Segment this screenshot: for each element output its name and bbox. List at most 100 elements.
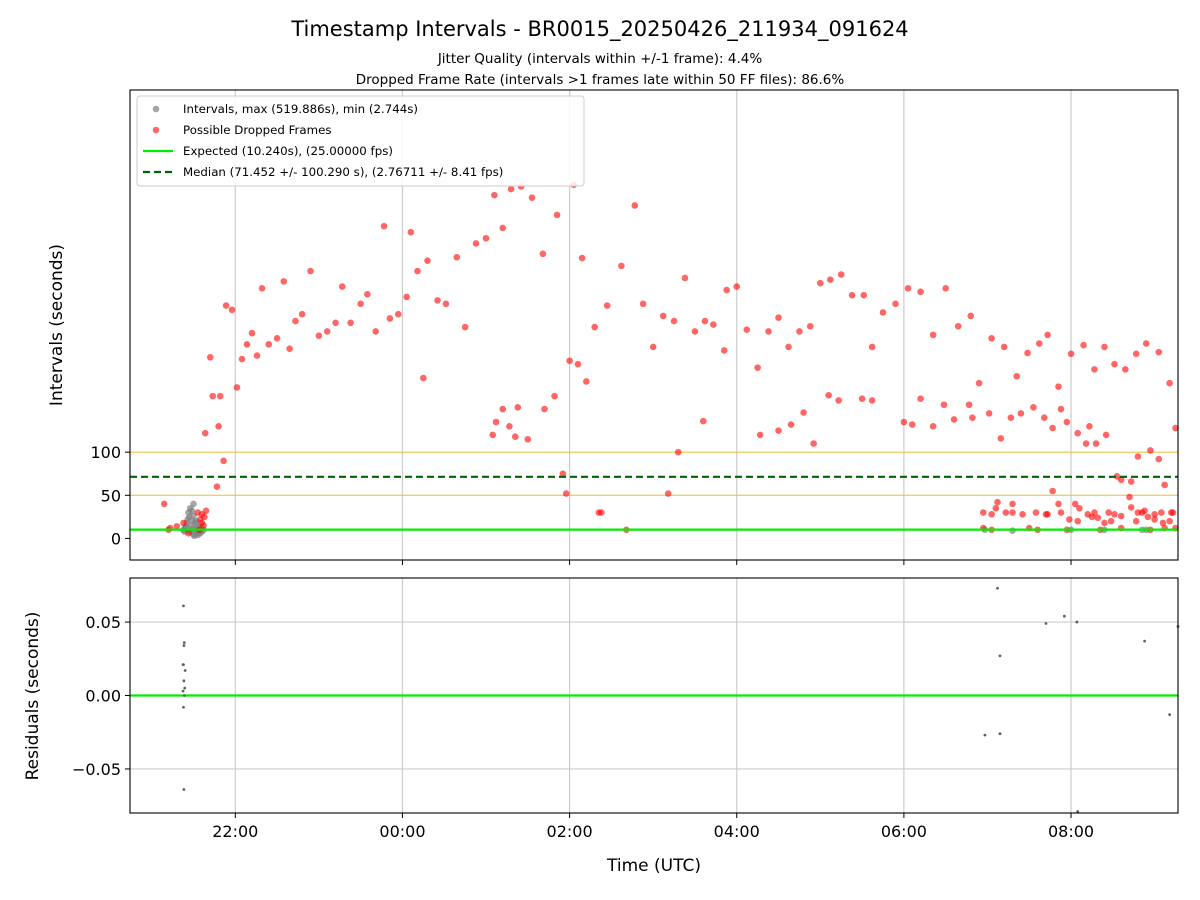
dropped-frame-point-227 <box>1151 516 1158 523</box>
dropped-frame-point-161 <box>1030 404 1037 411</box>
dropped-frame-point-123 <box>499 405 507 413</box>
dropped-frame-point-70 <box>681 274 689 282</box>
dropped-frame-point-67 <box>649 343 657 351</box>
dropped-frame-point-114 <box>1166 379 1173 387</box>
dropped-frame-point-194 <box>1071 500 1079 508</box>
dropped-frame-point-121 <box>489 431 497 439</box>
interval-point-22 <box>186 504 194 512</box>
dropped-frame-point-40 <box>394 310 402 318</box>
dropped-frame-point-107 <box>1091 366 1098 373</box>
dropped-frame-point-168 <box>1086 423 1093 430</box>
chart-subtitle-jitter: Jitter Quality (intervals within +/-1 fr… <box>437 51 763 67</box>
dropped-frame-point-152 <box>917 395 924 403</box>
dropped-frame-point-32 <box>332 319 339 327</box>
dropped-frame-point-214 <box>1044 510 1051 518</box>
dropped-frame-point-102 <box>1035 340 1043 347</box>
dropped-frame-point-53 <box>499 224 507 232</box>
dropped-frame-point-212 <box>1009 509 1016 516</box>
dropped-frame-point-58 <box>553 211 561 219</box>
residual-point-18 <box>1075 620 1079 624</box>
dropped-frame-point-54 <box>507 185 515 193</box>
dropped-frame-point-187 <box>1019 510 1026 518</box>
dropped-frame-point-12 <box>215 423 222 430</box>
dropped-frame-point-218 <box>1088 513 1096 521</box>
dropped-frame-point-25 <box>280 278 288 285</box>
dropped-frame-point-72 <box>701 317 709 325</box>
dropped-frame-point-66 <box>639 300 647 308</box>
dropped-frame-point-76 <box>743 326 751 333</box>
residuals-ytick-label-1: 0.00 <box>85 687 121 706</box>
dropped-frame-point-39 <box>386 315 394 322</box>
dropped-frame-point-176 <box>1155 455 1163 463</box>
dropped-frame-point-127 <box>524 435 532 443</box>
dropped-frame-point-69 <box>670 317 678 325</box>
dropped-frame-point-50 <box>472 240 480 247</box>
intervals-ytick-label-100: 100 <box>90 443 121 462</box>
dropped-frame-point-73 <box>710 321 717 328</box>
dropped-frame-point-128 <box>541 405 548 413</box>
dropped-frame-point-45 <box>424 257 431 264</box>
residual-point-12 <box>983 733 987 737</box>
dropped-frame-point-75 <box>733 283 741 290</box>
dropped-frame-point-148 <box>858 395 866 403</box>
legend-marker-intervals <box>152 105 160 113</box>
residual-point-13 <box>998 732 1002 736</box>
residuals-y-axis-label: Residuals (seconds) <box>23 612 43 781</box>
dropped-frame-point-80 <box>785 343 792 351</box>
dropped-frame-point-144 <box>800 409 807 416</box>
dropped-frame-point-158 <box>997 435 1005 442</box>
dropped-frame-point-20 <box>248 329 256 337</box>
dropped-frame-point-26 <box>286 345 293 352</box>
dropped-frame-point-105 <box>1067 350 1075 358</box>
intervals-panel: 0 50 100 Intervals (seconds) Intervals, ma… <box>47 89 1179 565</box>
dropped-frame-point-157 <box>985 410 993 417</box>
dropped-frame-point-131 <box>562 490 570 497</box>
dropped-frame-point-85 <box>837 271 845 278</box>
dropped-frame-point-155 <box>950 416 958 423</box>
dropped-frame-point-215 <box>1055 500 1062 508</box>
dropped-frame-point-180 <box>965 401 973 409</box>
dropped-frame-point-89 <box>879 309 887 316</box>
dropped-frame-point-146 <box>825 391 832 399</box>
dropped-frame-point-141 <box>756 431 764 439</box>
dropped-frame-point-92 <box>917 288 924 296</box>
dropped-frame-point-184 <box>994 498 1001 506</box>
dropped-frame-point-230 <box>1169 509 1177 516</box>
dropped-frame-point-100 <box>1013 372 1021 380</box>
dropped-frame-point-38 <box>380 222 388 230</box>
dropped-frame-point-97 <box>975 379 983 387</box>
dropped-frame-point-126 <box>514 404 522 411</box>
dropped-frame-point-46 <box>434 297 441 304</box>
residual-point-9 <box>182 694 186 697</box>
residual-point-11 <box>182 788 186 791</box>
dropped-frame-point-133 <box>583 378 590 385</box>
legend: Intervals, max (519.886s), min (2.744s) … <box>136 95 585 187</box>
dropped-frame-point-108 <box>1101 343 1108 351</box>
dropped-frame-point-153 <box>929 423 937 430</box>
residual-point-0 <box>182 604 185 608</box>
dropped-frame-point-8 <box>201 429 209 437</box>
dropped-frame-point-170 <box>1102 431 1110 439</box>
dropped-frame-point-109 <box>1111 360 1118 368</box>
intervals-plot-frame <box>129 89 1179 561</box>
dropped-frame-point-138 <box>674 448 682 456</box>
residuals-panel: 0.05 0.00 −0.05 22:00 00:00 02:00 04:00 06:00 0… <box>23 577 1180 876</box>
dropped-frame-point-37 <box>372 328 380 335</box>
dropped-frame-point-28 <box>298 310 306 318</box>
dropped-frame-point-129 <box>551 392 558 400</box>
dropped-frame-point-113 <box>1155 348 1163 356</box>
dropped-frame-point-164 <box>1057 405 1065 413</box>
dropped-frame-point-106 <box>1080 341 1087 349</box>
residuals-y-ticks: 0.05 0.00 −0.05 <box>72 613 130 779</box>
dropped-frame-point-185 <box>1002 509 1010 516</box>
x-axis-label: Time (UTC) <box>606 856 701 876</box>
x-tick-label-22:00: 22:00 <box>212 822 258 841</box>
dropped-frame-point-33 <box>338 283 346 290</box>
chart-subtitle-dropped: Dropped Frame Rate (intervals >1 frames … <box>356 72 845 88</box>
residuals-x-ticks: 22:00 00:00 02:00 04:00 06:00 08:00 <box>212 813 1094 841</box>
dropped-frame-point-59 <box>566 357 573 365</box>
residual-point-2 <box>182 644 186 647</box>
dropped-frame-point-15 <box>222 302 230 309</box>
intervals-ytick-label-0: 0 <box>111 529 121 548</box>
